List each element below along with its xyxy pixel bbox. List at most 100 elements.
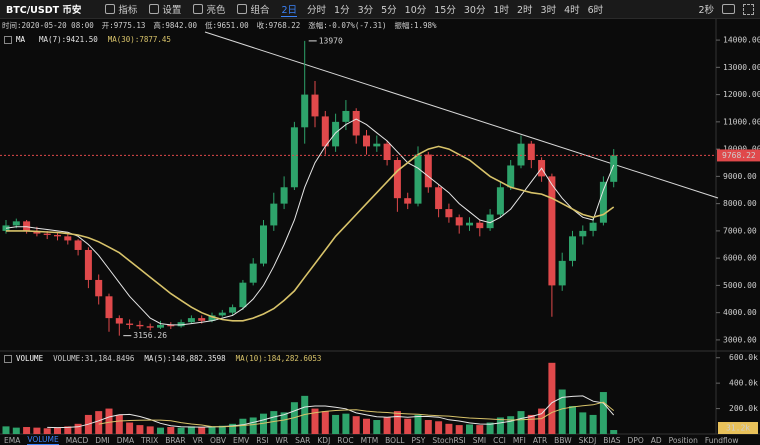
indicator-tab[interactable]: EMA <box>4 435 21 445</box>
y-tick-label: 600.0k <box>729 353 758 362</box>
ma-line <box>6 145 615 322</box>
candle-body <box>321 116 329 147</box>
volume-legend: VOLUME VOLUME:31,184.8496 MA(5):148,882.35… <box>4 353 331 364</box>
volume-bar <box>589 414 597 434</box>
period-button[interactable]: 6时 <box>587 5 604 16</box>
volume-bar <box>23 427 31 434</box>
indicator-tab[interactable]: BRAR <box>165 435 186 445</box>
info-item: 开:9775.13 <box>101 21 146 30</box>
symbol[interactable]: BTC/USDT 币安 <box>6 5 82 16</box>
volume-bar <box>43 428 51 434</box>
indicator-tab[interactable]: ATR <box>532 435 548 445</box>
info-item: 收:9768.22 <box>256 21 301 30</box>
period-button[interactable]: 4时 <box>564 5 580 16</box>
indicator-tab[interactable]: DMI <box>95 435 110 445</box>
volume-bar <box>115 414 123 434</box>
volume-bar <box>352 416 360 434</box>
volume-bar <box>311 408 319 434</box>
tool-button[interactable]: 设置 <box>162 5 182 16</box>
indicator-tab[interactable]: TRIX <box>141 435 159 445</box>
volume-bar <box>599 392 607 434</box>
candle-body <box>177 322 185 327</box>
tool-icon[interactable] <box>105 4 116 14</box>
indicator-tab[interactable]: BBW <box>554 435 572 445</box>
candle-body <box>476 222 484 229</box>
indicator-tab[interactable]: OBV <box>210 435 226 445</box>
indicator-tab[interactable]: SAR <box>295 435 311 445</box>
candle-body <box>373 143 381 147</box>
indicator-tab[interactable]: SKDJ <box>578 435 597 445</box>
tool-icon[interactable] <box>237 4 248 14</box>
indicator-tab[interactable]: Position <box>668 435 698 445</box>
indicator-tab[interactable]: EMV <box>232 435 250 445</box>
period-button[interactable]: 30分 <box>463 5 486 16</box>
indicator-tab[interactable]: AD <box>650 435 662 445</box>
indicator-tab[interactable]: DMA <box>116 435 135 445</box>
candle-body <box>157 324 164 328</box>
indicator-tab[interactable]: MFI <box>512 435 526 445</box>
camera-icon[interactable] <box>722 4 735 14</box>
volume-bar <box>558 389 566 434</box>
volume-bar <box>466 424 473 434</box>
last-volume-label: 31.2k <box>726 424 750 433</box>
indicator-name: MA <box>16 35 26 44</box>
legend-entry: MA(5):148,882.3598 <box>144 354 226 363</box>
volume-bar <box>167 427 175 434</box>
trend-line <box>204 31 719 199</box>
indicator-tab[interactable]: DPO <box>627 435 644 445</box>
tool-button[interactable]: 指标 <box>118 5 138 16</box>
volume-bar <box>12 427 20 434</box>
tool-icon[interactable] <box>193 4 204 14</box>
tool-button[interactable]: 亮色 <box>206 5 226 16</box>
toolbar: BTC/USDT 币安 指标 设置 亮色 组合 2日 分时 1分 3分 5分 10分 15分 30分 1时… <box>0 0 760 19</box>
indicator-tab[interactable]: CCI <box>493 435 506 445</box>
period-button[interactable]: 15分 <box>434 5 456 16</box>
candle-body <box>311 94 319 117</box>
volume-bar <box>177 427 185 434</box>
volume-bar <box>280 412 288 434</box>
indicator-tab[interactable]: WR <box>275 435 289 445</box>
indicator-tab[interactable]: StochRSI <box>432 435 466 445</box>
period-button[interactable]: 3时 <box>540 5 557 16</box>
indicator-tab[interactable]: RSI <box>256 435 269 445</box>
volume-bar <box>126 422 134 434</box>
tool-icon[interactable] <box>149 4 160 14</box>
indicator-tab[interactable]: BIAS <box>603 435 621 445</box>
legend-toggle[interactable] <box>4 35 12 44</box>
indicator-tab[interactable]: VR <box>192 435 203 445</box>
candle-body <box>105 296 113 319</box>
period-button[interactable]: 5分 <box>381 5 397 16</box>
indicator-tab[interactable]: MTM <box>360 435 379 445</box>
volume-bar <box>64 426 72 434</box>
indicator-tab[interactable]: ROC <box>337 435 354 445</box>
indicator-tab[interactable]: SMI <box>472 435 487 445</box>
fullscreen-icon[interactable] <box>743 3 754 15</box>
period-active[interactable]: 2日 <box>281 2 298 17</box>
volume-bar <box>517 411 525 434</box>
volume-bar <box>95 411 103 434</box>
candle-body <box>260 225 267 264</box>
period-button[interactable]: 分时 <box>307 5 327 16</box>
period-button[interactable]: 1时 <box>493 5 509 16</box>
period-button[interactable]: 1分 <box>334 5 350 16</box>
indicator-tab[interactable]: KDJ <box>317 435 331 445</box>
refresh[interactable]: 2秒 <box>698 5 714 16</box>
candle-body <box>414 154 422 204</box>
volume-bar <box>579 412 587 434</box>
legend-toggle[interactable] <box>4 354 12 363</box>
tool-button[interactable]: 组合 <box>250 5 270 16</box>
y-tick-label: 9000.00 <box>723 172 757 181</box>
volume-bar <box>157 427 164 434</box>
indicator-tab[interactable]: Fundflow <box>704 435 739 445</box>
volume-bar <box>208 426 216 434</box>
indicator-tab[interactable]: PSY <box>411 435 426 445</box>
volume-bar <box>414 414 422 434</box>
period-button[interactable]: 2时 <box>517 5 533 16</box>
indicator-tab[interactable]: MACD <box>65 435 89 445</box>
ma-line <box>98 401 615 428</box>
indicator-tab[interactable]: BOLL <box>385 435 405 445</box>
period-button[interactable]: 10分 <box>404 5 427 16</box>
volume-bar <box>2 426 10 434</box>
indicator-tab[interactable]: VOLUME <box>27 435 59 445</box>
period-button[interactable]: 3分 <box>357 5 374 16</box>
